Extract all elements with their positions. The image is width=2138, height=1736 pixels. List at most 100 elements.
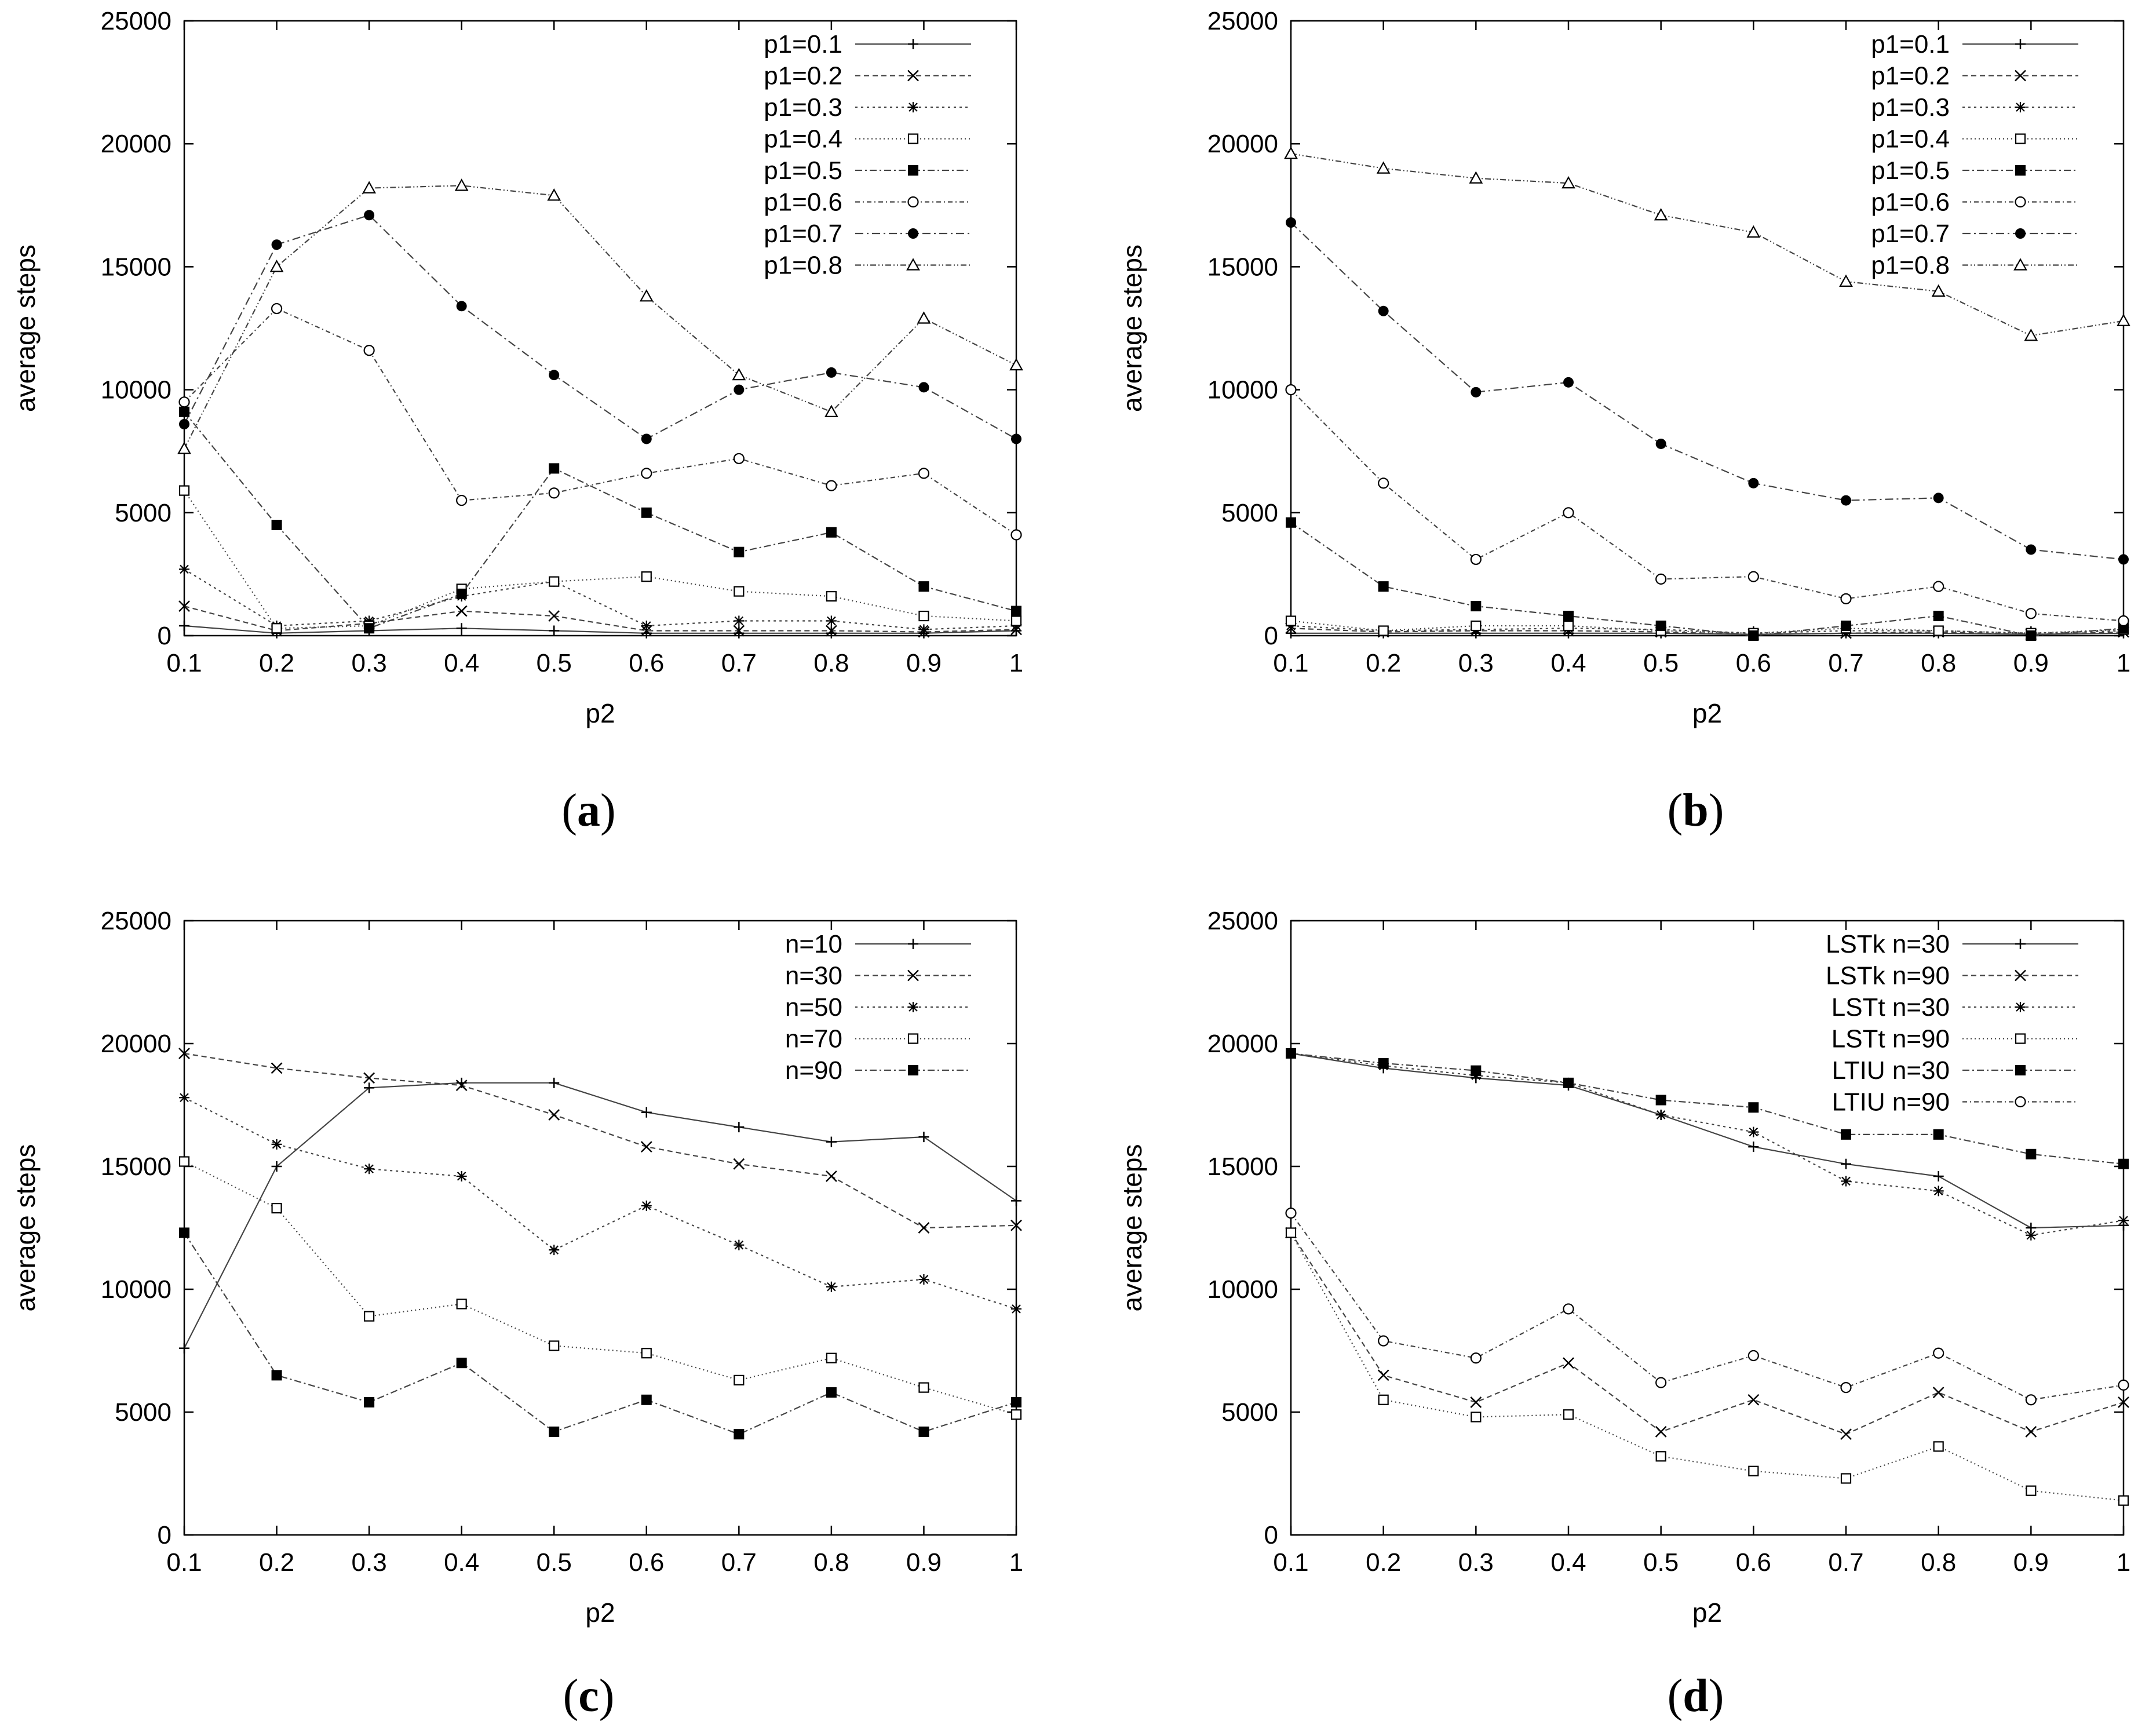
plot-frame: [183, 20, 1017, 637]
x-tick-label: 0.5: [1643, 1548, 1679, 1577]
y-tick-label: 20000: [1207, 1030, 1278, 1058]
data-point: [178, 600, 190, 612]
legend-label: LSTk n=30: [1826, 930, 1950, 958]
data-point: [456, 301, 467, 312]
data-point: [640, 1141, 652, 1153]
data-point: [1378, 1335, 1389, 1347]
series-line: [1290, 1052, 2124, 1229]
y-tick-label: 0: [1264, 622, 1278, 650]
legend-marker: [908, 102, 918, 112]
y-tick-label: 5000: [1221, 499, 1278, 527]
data-point: [271, 520, 282, 531]
series-line: [1290, 1212, 2124, 1401]
y-axis-label: average steps: [10, 1144, 41, 1312]
data-point: [1286, 217, 1296, 228]
data-point: [456, 623, 467, 634]
data-point: [178, 1048, 190, 1059]
data-point: [177, 442, 191, 454]
data-point: [547, 188, 561, 201]
legend-label: p1=0.7: [764, 220, 842, 248]
x-axis-label: p2: [585, 1598, 615, 1628]
data-point: [1563, 1303, 1574, 1315]
data-point: [1469, 171, 1483, 184]
series-line: [184, 1082, 1017, 1349]
data-point: [1563, 377, 1574, 388]
data-point: [1563, 507, 1574, 519]
data-point: [271, 239, 282, 250]
data-point: [1931, 284, 1946, 297]
series-ltiu-n-90: [1285, 1207, 2129, 1406]
data-point: [918, 468, 930, 479]
data-point: [1933, 1441, 1944, 1452]
data-point: [733, 1158, 745, 1170]
data-point: [1933, 625, 1944, 636]
data-point: [1470, 1396, 1482, 1408]
data-point: [824, 404, 838, 417]
x-tick-label: 0.1: [166, 649, 202, 677]
data-point: [734, 628, 745, 639]
data-point: [1655, 1109, 1666, 1120]
legend-label: p1=0.8: [1871, 251, 1950, 280]
data-point: [2026, 630, 2037, 641]
series-p1-0-8: [1284, 146, 2130, 341]
data-point: [1470, 1352, 1482, 1364]
legend-label: LTIU n=30: [1832, 1056, 1950, 1085]
panel-a: 0.1 0.2 0.3 0.4 0.5 0.6 0.7 0.8 0.9 1 0 5000 10000 15…: [10, 7, 1023, 836]
legend-marker: [907, 133, 919, 144]
legend-marker: [908, 39, 918, 49]
data-point: [454, 178, 469, 191]
data-point: [2025, 608, 2037, 619]
data-point: [1471, 1412, 1482, 1423]
data-point: [1284, 146, 1298, 159]
data-point: [1378, 581, 1389, 592]
data-point: [455, 1079, 468, 1091]
series-n-30: [178, 1048, 1022, 1234]
series-line: [184, 1097, 1017, 1310]
data-point: [456, 1358, 467, 1369]
data-point: [1563, 1077, 1574, 1088]
series-line: [1291, 632, 2124, 636]
data-point: [1378, 1394, 1389, 1405]
data-point: [271, 1139, 282, 1150]
data-point: [456, 1170, 467, 1181]
x-tick-label: 0.9: [2013, 649, 2049, 677]
data-point: [1933, 1170, 1944, 1181]
data-point: [1747, 1394, 1760, 1406]
legend-marker: [908, 228, 918, 239]
x-tick-label: 0.6: [1736, 649, 1771, 677]
data-point: [734, 546, 745, 557]
legend-label: p1=0.4: [764, 125, 842, 154]
data-point: [1655, 1426, 1667, 1438]
data-point: [1011, 433, 1021, 444]
data-point: [1376, 161, 1391, 174]
data-point: [734, 1239, 745, 1250]
data-point: [1378, 1057, 1389, 1068]
legend-marker: [2015, 1033, 2026, 1044]
y-tick-label: 10000: [1207, 376, 1278, 404]
data-point: [1471, 620, 1482, 632]
x-tick-label: 0.7: [721, 649, 757, 677]
legend-marker: [2015, 939, 2026, 949]
data-point: [271, 1062, 283, 1074]
series-p1-0-5: [1286, 517, 2129, 641]
x-axis-label: p2: [1692, 698, 1722, 728]
x-tick-label: 0.5: [1643, 649, 1679, 677]
data-point: [733, 625, 745, 637]
data-point: [2024, 328, 2038, 341]
data-point: [364, 1397, 375, 1408]
x-axis-label: p2: [585, 698, 615, 728]
data-point: [918, 1132, 929, 1143]
data-point: [178, 485, 190, 496]
legend-label: p1=0.5: [1871, 156, 1950, 185]
series-line: [1290, 222, 2124, 560]
data-point: [549, 625, 560, 636]
data-point: [549, 1245, 560, 1256]
data-point: [548, 1109, 560, 1121]
legend-label: p1=0.3: [1871, 93, 1950, 122]
data-point: [1285, 384, 1297, 396]
data-point: [1746, 225, 1761, 238]
x-tick-label: 0.1: [1273, 649, 1308, 677]
series-p1-0-5: [179, 406, 1021, 634]
data-point: [2118, 554, 2129, 565]
data-point: [1655, 438, 1666, 449]
